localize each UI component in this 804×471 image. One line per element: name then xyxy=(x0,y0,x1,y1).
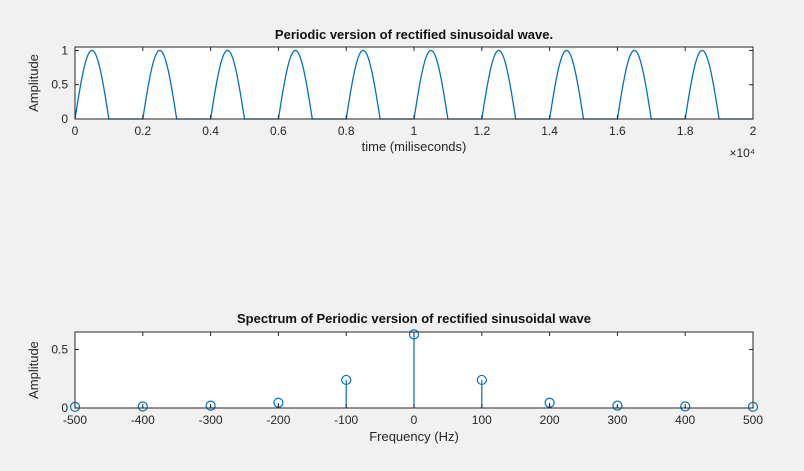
top-plot-xlabel: time (miliseconds) xyxy=(361,139,467,154)
x-tick-label: 400 xyxy=(675,413,695,427)
stem-marker xyxy=(612,400,623,411)
stem-marker xyxy=(205,400,216,411)
stem-marker xyxy=(408,329,420,340)
x-tick-label: 0 xyxy=(72,124,79,138)
bottom-plot-canvas: -500 -400 -300 -200 -100 0 100 200 300 400 500 0 0.5 xyxy=(51,329,763,427)
x-tick-label: 0.6 xyxy=(270,124,287,138)
x-tick-label: -400 xyxy=(131,413,155,427)
x-tick-label: -300 xyxy=(199,413,223,427)
axes-box xyxy=(74,46,754,120)
x-tick-label: 300 xyxy=(607,413,627,427)
y-tick-label: 1 xyxy=(61,43,68,57)
y-tick-label: 0 xyxy=(61,112,68,126)
x-axis-exponent-label: ×10⁴ xyxy=(729,146,755,160)
x-tick-label: -200 xyxy=(266,413,290,427)
stem-marker xyxy=(137,401,148,412)
x-tick-label: -100 xyxy=(334,413,358,427)
bottom-plot-title: Spectrum of Periodic version of rectifie… xyxy=(237,311,591,326)
stem-marker xyxy=(680,401,691,412)
y-tick-label: 0.5 xyxy=(51,78,68,92)
axes-box xyxy=(74,331,754,409)
x-tick-label: 0 xyxy=(411,413,418,427)
bottom-plot-xlabel: Frequency (Hz) xyxy=(369,429,459,444)
top-plot-canvas: 0 0.2 0.4 0.6 0.8 1 1.2 1.4 1.6 1.8 2 0 0.5 1 xyxy=(51,43,757,138)
axes-background xyxy=(75,47,753,119)
x-tick-label: 0.8 xyxy=(338,124,355,138)
x-tick-label: 0.2 xyxy=(134,124,151,138)
x-tick-label: 1.8 xyxy=(677,124,694,138)
x-tick-label: 200 xyxy=(540,413,560,427)
x-tick-label: 100 xyxy=(472,413,492,427)
x-tick-label: 1 xyxy=(411,124,418,138)
stem-marker xyxy=(476,374,487,386)
x-tick-label: 1.2 xyxy=(473,124,490,138)
x-tick-label: 2 xyxy=(750,124,757,138)
top-plot-title: Periodic version of rectified sinusoidal… xyxy=(274,27,554,42)
x-tick-label: 0.4 xyxy=(202,124,219,138)
x-tick-label: 500 xyxy=(743,413,763,427)
y-tick-label: 0 xyxy=(61,401,68,415)
x-tick-label: 1.4 xyxy=(541,124,558,138)
stem-marker xyxy=(341,374,352,386)
x-tick-label: 1.6 xyxy=(609,124,626,138)
y-tick-label: 0.5 xyxy=(51,343,68,357)
x-tick-label: -500 xyxy=(63,413,87,427)
